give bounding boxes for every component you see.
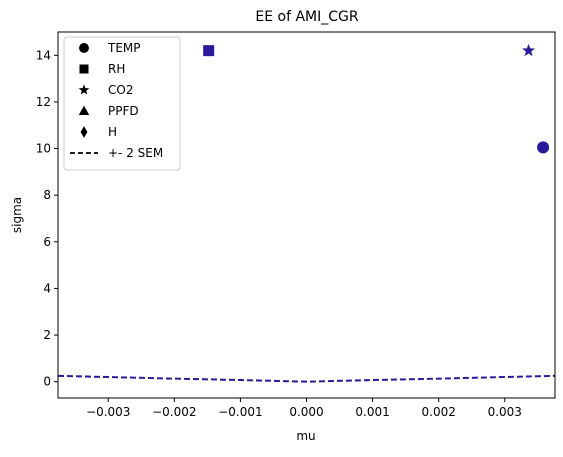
legend-label: RH <box>108 62 125 76</box>
x-tick-label: −0.003 <box>86 405 130 419</box>
legend-marker-h <box>80 126 88 138</box>
point-temp <box>537 141 550 154</box>
y-tick-label: 12 <box>36 95 51 109</box>
point-rh <box>203 45 215 57</box>
sem-line <box>57 374 556 383</box>
y-tick-label: 2 <box>43 328 51 342</box>
y-tick-label: 6 <box>43 235 51 249</box>
legend-marker-ppfd <box>78 105 90 116</box>
legend-label: PPFD <box>108 104 139 118</box>
y-tick-label: 8 <box>43 188 51 202</box>
x-tick-label: 0.002 <box>422 405 456 419</box>
legend-marker-temp <box>79 43 89 53</box>
legend-marker-co2 <box>78 84 90 95</box>
x-tick-label: 0.001 <box>355 405 389 419</box>
point-co2 <box>522 43 536 57</box>
legend-label: TEMP <box>107 41 141 55</box>
legend-label: H <box>108 125 117 139</box>
chart-title: EE of AMI_CGR <box>255 9 358 25</box>
legend: TEMP RH CO2 PPFD H +- 2 SEM <box>63 36 181 171</box>
y-axis: 0 2 4 6 8 10 12 14 <box>36 48 58 389</box>
x-tick-label: 0.003 <box>488 405 522 419</box>
x-tick-label: 0.000 <box>289 405 323 419</box>
y-tick-label: 4 <box>43 281 51 295</box>
y-tick-label: 0 <box>43 375 51 389</box>
x-axis: −0.003 −0.002 −0.001 0.000 0.001 0.002 0.003 <box>86 398 522 419</box>
y-tick-label: 14 <box>36 48 51 62</box>
legend-label: +- 2 SEM <box>108 146 163 160</box>
legend-marker-rh <box>79 64 89 74</box>
legend-box <box>63 36 181 171</box>
x-axis-label: mu <box>296 429 315 443</box>
y-axis-label: sigma <box>10 197 24 233</box>
x-tick-label: −0.002 <box>152 405 196 419</box>
plot-layer <box>57 43 556 383</box>
legend-label: CO2 <box>108 83 133 97</box>
x-tick-label: −0.001 <box>218 405 262 419</box>
y-tick-label: 10 <box>36 142 51 156</box>
